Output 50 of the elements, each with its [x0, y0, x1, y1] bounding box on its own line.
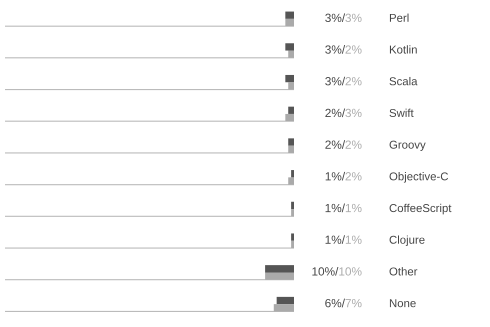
bar	[288, 146, 294, 153]
bar	[285, 74, 294, 82]
data-label: 3%	[345, 108, 362, 118]
y-tick-label: None	[390, 299, 416, 308]
bar	[265, 265, 294, 272]
data-label: 2%/	[325, 108, 346, 118]
data-label: 10%/	[312, 266, 338, 276]
y-tick-label: CoffeeScript	[390, 204, 452, 214]
bar	[291, 209, 294, 216]
data-label: 10%	[339, 267, 362, 276]
bar	[285, 12, 294, 19]
y-tick-label: Scala	[390, 76, 418, 86]
data-label: 1%	[346, 204, 362, 212]
y-tick-label: Clojure	[390, 235, 425, 246]
y-tick-label: Swift	[390, 108, 414, 118]
data-label: 6%/	[325, 298, 345, 308]
bar	[285, 114, 294, 122]
bar	[291, 202, 294, 210]
bar	[265, 272, 294, 280]
data-label: 7%	[346, 299, 362, 308]
bar	[291, 240, 294, 248]
y-tick-label: Perl	[390, 14, 408, 22]
data-label: 1%/	[326, 235, 345, 244]
bar	[288, 177, 294, 185]
bar	[291, 233, 294, 241]
y-tick-label: Groovy	[390, 140, 426, 151]
bar	[285, 43, 294, 51]
data-label: 3%	[345, 14, 362, 22]
bar	[276, 296, 294, 304]
data-label: 2%	[346, 45, 362, 54]
bar	[291, 170, 294, 178]
y-tick-label: Objective-C	[390, 172, 448, 183]
bar	[288, 82, 294, 90]
data-label: 1%/	[326, 204, 345, 212]
data-label: 1%/	[326, 172, 346, 181]
data-label: 3%/	[325, 13, 346, 22]
bar	[288, 106, 294, 114]
bar	[274, 304, 294, 312]
data-label: 3%/	[325, 76, 346, 86]
bar	[288, 138, 294, 146]
bar	[288, 50, 294, 58]
y-tick-label: Other	[390, 267, 418, 276]
data-label: 2%	[346, 172, 362, 180]
data-label: 2%/	[325, 140, 346, 149]
data-label: 3%/	[325, 45, 346, 54]
bar	[285, 18, 294, 26]
data-label: 2%	[346, 140, 362, 149]
y-tick-label: Kotlin	[390, 45, 417, 54]
data-label: 1%	[346, 236, 362, 244]
data-label: 2%	[346, 77, 362, 86]
